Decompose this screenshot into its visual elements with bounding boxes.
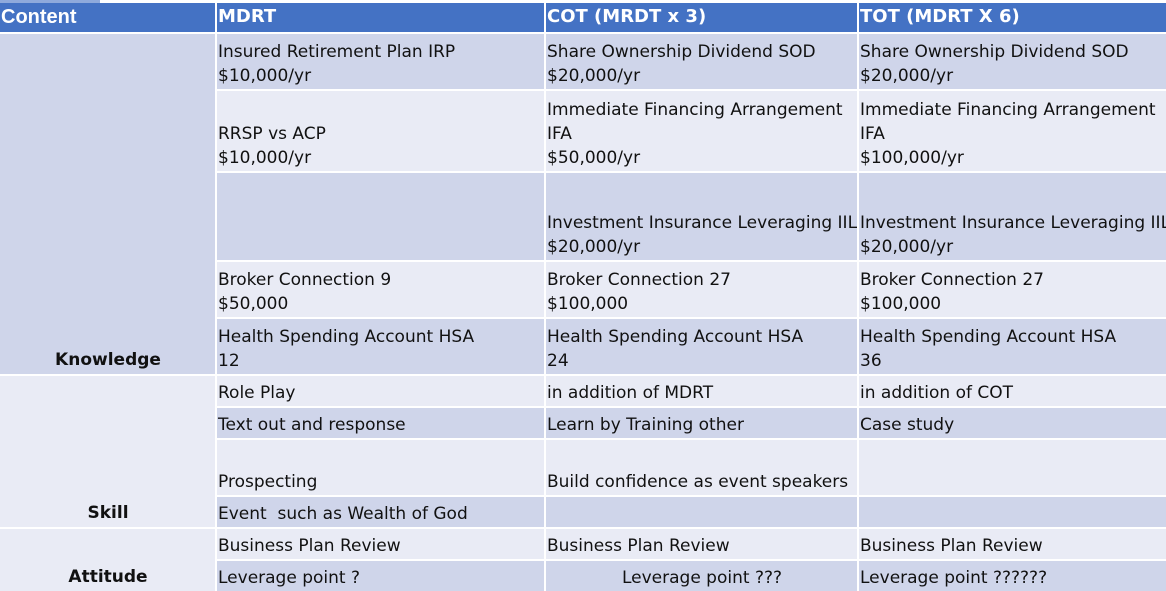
table-cell-mdrt: Role Play xyxy=(217,376,544,406)
table-cell-cot: Investment Insurance Leveraging IIL $20,… xyxy=(546,173,857,260)
table-cell-tot: Health Spending Account HSA 36 xyxy=(859,319,1166,374)
table-cell-cot: Build confidence as event speakers xyxy=(546,440,857,495)
table-cell-mdrt xyxy=(217,173,544,260)
table-cell-cot: in addition of MDRT xyxy=(546,376,857,406)
table-cell-tot: Case study xyxy=(859,408,1166,438)
table-cell-mdrt: Text out and response xyxy=(217,408,544,438)
table-cell-mdrt: Leverage point ? xyxy=(217,561,544,591)
table-cell-cot xyxy=(546,497,857,527)
header-accent-line xyxy=(0,0,100,3)
table-cell-mdrt: Event such as Wealth of God xyxy=(217,497,544,527)
content-table: Content MDRT COT (MRDT x 3) TOT (MDRT X … xyxy=(0,3,1166,591)
table-cell-cot: Business Plan Review xyxy=(546,529,857,559)
category-attitude: Attitude xyxy=(0,529,215,591)
table-cell-tot: Business Plan Review xyxy=(859,529,1166,559)
table-cell-tot xyxy=(859,497,1166,527)
header-mdrt: MDRT xyxy=(217,3,544,32)
table-cell-tot: in addition of COT xyxy=(859,376,1166,406)
table-cell-mdrt: Health Spending Account HSA 12 xyxy=(217,319,544,374)
table-cell-tot xyxy=(859,440,1166,495)
table-cell-mdrt: RRSP vs ACP $10,000/yr xyxy=(217,91,544,171)
header-cot: COT (MRDT x 3) xyxy=(546,3,857,32)
table-cell-tot: Immediate Financing Arrangement IFA $100… xyxy=(859,91,1166,171)
category-knowledge: Knowledge xyxy=(0,34,215,374)
table-cell-cot: Leverage point ??? xyxy=(546,561,857,591)
table-cell-tot: Broker Connection 27 $100,000 xyxy=(859,262,1166,317)
table-cell-mdrt: Insured Retirement Plan IRP $10,000/yr xyxy=(217,34,544,89)
category-skill: Skill xyxy=(0,376,215,527)
table-cell-tot: Investment Insurance Leveraging IIL $20,… xyxy=(859,173,1166,260)
table-cell-tot: Leverage point ?????? xyxy=(859,561,1166,591)
table-cell-cot: Learn by Training other xyxy=(546,408,857,438)
table-cell-cot: Broker Connection 27 $100,000 xyxy=(546,262,857,317)
table-cell-mdrt: Prospecting xyxy=(217,440,544,495)
table-cell-cot: Immediate Financing Arrangement IFA $50,… xyxy=(546,91,857,171)
table-cell-cot: Share Ownership Dividend SOD $20,000/yr xyxy=(546,34,857,89)
table-cell-mdrt: Broker Connection 9 $50,000 xyxy=(217,262,544,317)
header-tot: TOT (MDRT X 6) xyxy=(859,3,1166,32)
table-cell-tot: Share Ownership Dividend SOD $20,000/yr xyxy=(859,34,1166,89)
table-cell-cot: Health Spending Account HSA 24 xyxy=(546,319,857,374)
header-content: Content xyxy=(0,3,215,32)
table-cell-mdrt: Business Plan Review xyxy=(217,529,544,559)
